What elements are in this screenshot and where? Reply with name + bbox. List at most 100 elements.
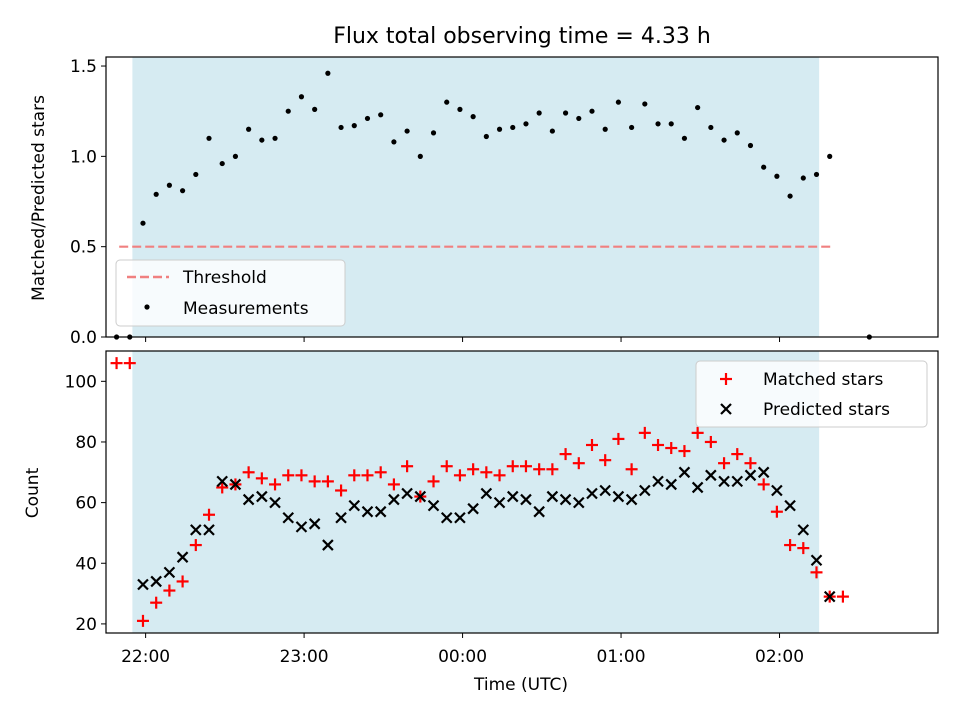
matched-star-point <box>348 469 361 482</box>
legend-matched-label: Matched stars <box>763 370 883 390</box>
predicted-stars-points <box>137 466 836 603</box>
top-legend-box <box>115 259 346 327</box>
measurement-point <box>708 124 714 131</box>
predicted-star-point <box>612 490 625 503</box>
matched-star-point <box>440 460 453 473</box>
predicted-star-point <box>414 490 427 503</box>
predicted-star-point <box>454 511 466 524</box>
measurement-point <box>602 126 608 132</box>
matched-star-point <box>401 460 414 473</box>
predicted-star-point <box>295 521 308 533</box>
measurement-point <box>272 135 278 141</box>
measurement-point <box>417 153 423 159</box>
matched-star-point <box>810 566 823 579</box>
matched-star-point <box>506 460 519 473</box>
matched-star-point <box>718 457 731 470</box>
y-tick-label: 20 <box>75 615 97 635</box>
measurement-point <box>827 153 833 159</box>
x-tick-label: 02:00 <box>755 647 804 667</box>
matched-star-point <box>321 475 334 488</box>
predicted-star-point <box>691 481 704 494</box>
matched-star-point <box>189 539 202 552</box>
measurement-point <box>589 108 595 114</box>
y-tick-label: 40 <box>75 554 97 574</box>
bottom-x-ticks: 22:00 23:00 00:00 01:00 02:00 <box>121 633 804 667</box>
measurement-point <box>219 160 225 167</box>
top-legend: Threshold Measurements <box>115 259 346 327</box>
predicted-star-point <box>203 524 215 536</box>
measurement-point <box>668 121 674 127</box>
measurement-point <box>761 164 767 170</box>
measurement-point <box>364 115 371 122</box>
predicted-star-point <box>586 487 598 500</box>
measurement-point <box>695 104 701 111</box>
y-tick-label: 60 <box>75 494 97 514</box>
measurement-point <box>351 123 357 129</box>
matched-star-point <box>559 448 572 461</box>
bottom-legend: Matched stars Predicted stars <box>695 360 928 428</box>
matched-star-point <box>295 469 308 482</box>
matched-star-point <box>387 478 400 491</box>
matched-star-point <box>533 463 546 476</box>
top-plot-frame <box>105 56 939 338</box>
y-tick-label: 1.0 <box>70 147 97 167</box>
predicted-star-point <box>427 499 440 512</box>
matched-star-point <box>704 435 717 448</box>
predicted-star-point <box>322 539 334 551</box>
measurement-point <box>576 115 582 122</box>
predicted-star-point <box>757 466 770 479</box>
x-tick-label: 00:00 <box>438 647 487 667</box>
matched-star-point <box>269 478 282 491</box>
bottom-plot-frame <box>105 350 939 634</box>
top-x-ticks <box>145 337 781 342</box>
measurement-point <box>470 114 476 120</box>
predicted-star-point <box>718 475 730 488</box>
measurement-points <box>113 70 872 340</box>
predicted-star-point <box>625 493 638 506</box>
measurement-point <box>549 128 555 134</box>
predicted-star-point <box>639 484 651 497</box>
matched-star-point <box>163 584 176 597</box>
predicted-star-point <box>137 578 149 591</box>
measurement-point <box>615 99 622 105</box>
predicted-star-point <box>401 487 413 500</box>
measurement-point <box>444 99 450 105</box>
measurement-point <box>430 130 437 136</box>
y-tick-label: 1.5 <box>70 57 97 77</box>
predicted-star-point <box>190 524 202 536</box>
predicted-star-point <box>480 487 493 500</box>
y-tick-label: 80 <box>75 433 97 453</box>
measurement-point <box>166 182 172 188</box>
legend-threshold-label: Threshold <box>182 268 267 288</box>
measurement-point <box>193 171 199 178</box>
predicted-star-point <box>559 493 572 506</box>
measurement-point <box>681 135 688 141</box>
predicted-star-point <box>546 490 559 503</box>
bottom-panel: 20 40 60 80 100 22:00 23:00 00:00 01:00 02:00 Co… <box>23 350 939 695</box>
matched-star-point <box>361 469 374 482</box>
measurement-point <box>496 126 503 132</box>
predicted-star-point <box>176 551 189 563</box>
matched-star-point <box>203 508 216 521</box>
y-tick-label: 100 <box>65 372 97 392</box>
measurement-point <box>510 124 516 131</box>
measurement-point <box>206 135 212 141</box>
matched-star-point <box>136 614 149 627</box>
matched-star-point <box>757 478 770 491</box>
x-tick-label: 22:00 <box>121 647 170 667</box>
matched-star-point <box>665 442 678 455</box>
measurement-point <box>338 124 344 131</box>
predicted-star-point <box>467 502 479 515</box>
matched-star-point <box>282 469 295 482</box>
matched-star-point <box>519 460 532 473</box>
predicted-star-point <box>823 590 836 603</box>
matched-star-point <box>480 466 493 479</box>
measurement-point <box>774 173 780 179</box>
legend-measurements-label: Measurements <box>183 299 309 319</box>
matched-star-point <box>308 475 321 488</box>
measurement-point <box>325 70 331 76</box>
matched-star-point <box>731 448 744 461</box>
measurement-point <box>536 110 542 116</box>
matched-star-point <box>770 505 783 518</box>
